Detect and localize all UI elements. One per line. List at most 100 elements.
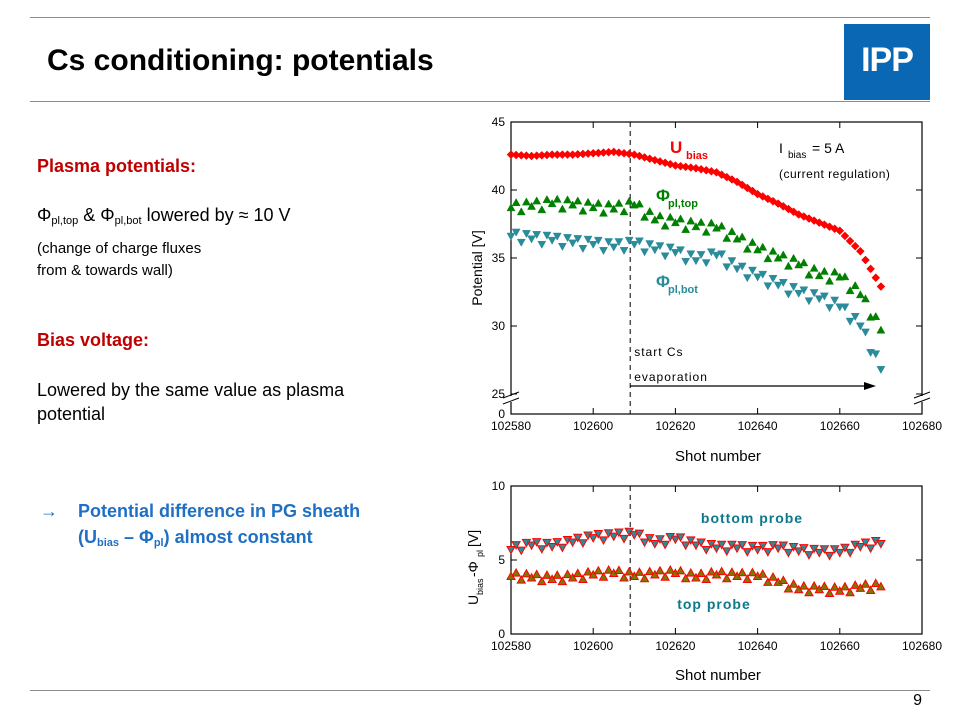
chart1-point-1	[604, 199, 614, 208]
chart1-point-1	[814, 271, 824, 280]
phi-lowered-line: Φpl,top & Φpl,bot lowered by ≈ 10 V	[37, 205, 291, 227]
chart2-point-1	[521, 568, 532, 578]
chart1-point-2	[696, 251, 706, 260]
chart1-point-1	[799, 258, 809, 267]
chart1-point-0	[619, 148, 629, 158]
chart2-point-0	[721, 547, 732, 557]
chart2-point-0	[783, 548, 794, 558]
chart1-ytick-label: 30	[492, 319, 506, 333]
chart1-ytick-label: 40	[492, 183, 506, 197]
chart2-point-1	[511, 567, 521, 577]
chart2-point-0	[773, 544, 783, 554]
chart2-point-0	[670, 535, 681, 545]
chart1-ytick-label: 0	[498, 407, 505, 421]
conclusion-sub-pl: pl	[153, 537, 164, 549]
chart1-point-1	[737, 232, 747, 241]
chart1-point-2	[568, 239, 578, 248]
slide-title: Cs conditioning: potentials	[47, 44, 434, 77]
chart2-point-0	[506, 545, 516, 555]
chart2-point-0	[655, 535, 665, 544]
chart1-point-2	[532, 231, 542, 240]
chart2-point-1	[716, 566, 727, 576]
chart1-point-2	[629, 240, 639, 249]
chart1-start-arrow-head	[864, 382, 876, 390]
chart2-point-1	[876, 581, 886, 591]
chart2-ylabel-part: [V]	[465, 530, 481, 547]
logo-text: IPP	[861, 41, 914, 79]
chart2-point-0	[691, 541, 701, 551]
chart2-point-1	[824, 588, 835, 597]
chart1-point-2	[763, 282, 773, 291]
arrow-icon: →	[40, 501, 58, 521]
chart1-point-1	[650, 215, 660, 224]
chart1-point-1	[573, 196, 583, 205]
chart2-point-0	[788, 542, 799, 552]
chart2-point-1	[542, 570, 552, 579]
chart1-point-2	[578, 245, 588, 253]
chart1-point-2	[850, 313, 860, 321]
chart2-series-name-0: bottom probe	[701, 510, 803, 526]
chart1-point-1	[784, 261, 793, 270]
chart1-point-2	[855, 322, 865, 331]
chart1-point-2	[604, 238, 614, 247]
chart1-point-1	[599, 208, 608, 217]
chart1-point-2	[876, 366, 886, 375]
chart2-point-1	[788, 579, 799, 588]
chart1-point-2	[845, 317, 855, 326]
chart1-point-1	[717, 221, 727, 230]
chart1-point-2	[789, 283, 798, 292]
chart2-point-1	[655, 565, 665, 575]
chart1-point-0	[840, 231, 850, 241]
chart1-point-1	[845, 286, 855, 295]
chart2-ylabel-part: pl	[475, 550, 485, 557]
chart2-point-0	[804, 551, 814, 560]
chart2-point-1	[639, 573, 650, 583]
chart1-point-2	[814, 295, 824, 304]
chart2-point-1	[798, 580, 809, 590]
chart1-point-1	[691, 222, 701, 231]
chart2-point-0	[793, 547, 804, 557]
chart1-point-1	[825, 276, 834, 285]
chart1-point-2	[691, 257, 701, 266]
chart2-point-0	[516, 546, 527, 556]
chart1-break-gap-0	[501, 396, 521, 402]
chart2-point-0	[860, 538, 871, 548]
chart2-point-0	[757, 541, 768, 551]
chart1-point-2	[660, 252, 670, 261]
chart1-point-1	[640, 212, 649, 221]
chart2-point-0	[824, 551, 835, 561]
chart2-point-0	[531, 538, 542, 547]
chart2-ytick-label: 10	[492, 479, 506, 493]
chart1-point-1	[552, 194, 562, 203]
chart2-point-1	[757, 569, 768, 578]
chart2-point-0	[778, 541, 789, 551]
chart1-point-0	[855, 246, 865, 256]
chart1-point-2	[804, 297, 814, 306]
chart1-ytick-label: 45	[492, 115, 506, 129]
chart1-break-mark-b-1	[913, 397, 931, 405]
chart2-point-0	[588, 534, 599, 543]
phi-symbol-top: Φ	[37, 205, 52, 225]
chart1-point-0	[624, 149, 634, 159]
chart1-point-1	[727, 226, 737, 235]
chart2-point-1	[536, 576, 547, 586]
chart1-point-2	[773, 281, 783, 290]
chart2-point-1	[778, 575, 789, 585]
chart2-ylabel-part: -Φ	[465, 561, 481, 577]
chart2-point-1	[593, 565, 604, 575]
chart1-point-0	[845, 236, 855, 246]
chart1-point-2	[640, 248, 649, 257]
chart2-point-0	[572, 533, 583, 543]
chart2-point-1	[747, 567, 758, 577]
chart1-ibias-note: (current regulation)	[779, 167, 890, 181]
conclusion-line-1: Potential difference in PG sheath	[78, 501, 361, 521]
chart1-series-name-2: Φ	[656, 272, 670, 291]
chart1-break-gap-1	[912, 396, 932, 402]
chart1-point-1	[665, 212, 675, 221]
chart1-point-1	[583, 197, 593, 206]
chart1-ytick-label: 35	[492, 251, 506, 265]
chart2-point-1	[583, 566, 593, 576]
chart1-point-2	[583, 235, 593, 244]
chart1-point-1	[660, 221, 670, 230]
chart2-ylabel: Ubias -Φ pl [V]	[465, 530, 485, 605]
